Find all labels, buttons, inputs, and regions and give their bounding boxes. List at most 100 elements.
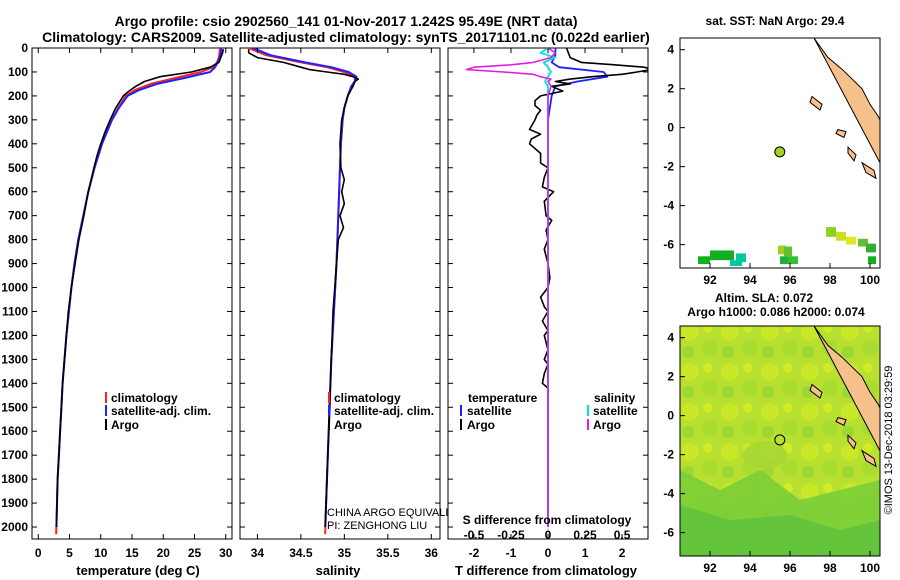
legend-label-satellite: satellite-adj. clim. bbox=[334, 404, 434, 418]
s-tick-label: 0.25 bbox=[573, 528, 597, 542]
island bbox=[860, 449, 877, 468]
island bbox=[860, 161, 877, 180]
argo-position-marker bbox=[774, 146, 786, 158]
map-y-tick-label: 4 bbox=[667, 331, 674, 345]
x-tick-label: 34 bbox=[251, 546, 265, 560]
sst-cell bbox=[778, 245, 786, 255]
map-y-tick-label: 4 bbox=[667, 43, 674, 57]
map-x-tick-label: 100 bbox=[860, 561, 880, 575]
depth-tick-label: 1400 bbox=[1, 376, 28, 390]
map-x-tick-label: 96 bbox=[783, 273, 797, 287]
depth-tick-label: 700 bbox=[8, 209, 28, 223]
s-tick-label: -0.5 bbox=[464, 528, 485, 542]
map-x-tick-label: 96 bbox=[783, 561, 797, 575]
map-x-tick-label: 94 bbox=[743, 273, 757, 287]
temperature-plot-frame bbox=[31, 47, 233, 540]
legend-label-temp-satellite: satellite bbox=[467, 404, 512, 418]
land-mass bbox=[813, 38, 880, 164]
map-x-tick-label: 92 bbox=[703, 273, 717, 287]
sst-cell bbox=[710, 250, 722, 261]
sla-map-title: Altim. SLA: 0.072 bbox=[715, 291, 813, 305]
island bbox=[847, 434, 857, 450]
figure-title-line1: Argo profile: csio 2902560_141 01-Nov-20… bbox=[115, 13, 578, 29]
map-x-tick-label: 92 bbox=[703, 561, 717, 575]
x-tick-label: 36 bbox=[425, 546, 439, 560]
x-tick-label: 35.5 bbox=[376, 546, 400, 560]
x-tick-label: -1 bbox=[506, 546, 517, 560]
sst-cell bbox=[784, 246, 792, 257]
map-y-tick-label: 2 bbox=[667, 370, 674, 384]
map-y-tick-label: -2 bbox=[663, 448, 674, 462]
x-tick-label: 15 bbox=[125, 546, 139, 560]
island bbox=[847, 146, 857, 162]
legend-label-sal-satellite: satellite bbox=[593, 404, 638, 418]
legend-title-temperature: temperature bbox=[468, 391, 538, 405]
depth-tick-label: 500 bbox=[8, 161, 28, 175]
sst-cell bbox=[868, 256, 876, 265]
difference-panel: -2 -1 0 1 2 -0.5 -0.25 0 0.25 0.5 S difference f… bbox=[447, 47, 649, 578]
legend-label-climatology: climatology bbox=[334, 391, 401, 405]
depth-tick-label: 200 bbox=[8, 89, 28, 103]
float-note-line1: CHINA ARGO EQUIVALENT bbox=[327, 507, 468, 519]
sst-cell bbox=[788, 256, 798, 265]
series-line-salinity-argo bbox=[465, 48, 557, 527]
depth-tick-label: 1300 bbox=[1, 352, 28, 366]
map-y-tick-label: -2 bbox=[663, 160, 674, 174]
legend-label-temp-argo: Argo bbox=[467, 418, 495, 432]
depth-tick-label: 1600 bbox=[1, 424, 28, 438]
depth-tick-label: 900 bbox=[8, 257, 28, 271]
salinity-plot-frame bbox=[239, 47, 441, 540]
map-x-tick-label: 100 bbox=[860, 273, 880, 287]
depth-tick-label: 400 bbox=[8, 137, 28, 151]
x-tick-label: 30 bbox=[219, 546, 233, 560]
s-tick-label: 0.5 bbox=[614, 528, 631, 542]
legend-title-salinity: salinity bbox=[594, 391, 636, 405]
x-tick-label: -2 bbox=[469, 546, 480, 560]
sst-map-border bbox=[679, 37, 881, 269]
series-line-argo bbox=[247, 49, 360, 528]
x-tick-label: 0 bbox=[545, 546, 552, 560]
sst-cell bbox=[730, 260, 742, 267]
sst-cell bbox=[826, 227, 836, 237]
float-note-line2: PI: ZENGHONG LIU bbox=[327, 520, 427, 532]
sst-cell bbox=[698, 256, 710, 265]
x-tick-label: 0 bbox=[35, 546, 42, 560]
map-x-tick-label: 98 bbox=[823, 273, 837, 287]
difference-legend: temperature satellite Argo salinity sate… bbox=[460, 391, 638, 432]
x-tick-label: 25 bbox=[188, 546, 202, 560]
depth-tick-label: 1800 bbox=[1, 472, 28, 486]
depth-tick-label: 1900 bbox=[1, 496, 28, 510]
map-y-tick-label: 0 bbox=[667, 121, 674, 135]
sst-cell bbox=[722, 250, 734, 261]
sst-cell bbox=[780, 256, 788, 265]
legend-label-sal-argo: Argo bbox=[593, 418, 621, 432]
depth-tick-label: 1700 bbox=[1, 448, 28, 462]
island bbox=[809, 383, 823, 399]
x-tick-label: 5 bbox=[66, 546, 73, 560]
x-tick-label: 35 bbox=[338, 546, 352, 560]
sst-cell bbox=[846, 236, 856, 245]
sst-cell bbox=[866, 243, 876, 253]
legend-label-argo: Argo bbox=[334, 418, 362, 432]
map-x-tick-label: 98 bbox=[823, 561, 837, 575]
depth-tick-label: 0 bbox=[21, 41, 28, 55]
island bbox=[809, 95, 823, 111]
map-y-tick-label: -6 bbox=[663, 526, 674, 540]
depth-tick-label: 300 bbox=[8, 113, 28, 127]
island bbox=[835, 417, 847, 427]
x-tick-label: 20 bbox=[157, 546, 171, 560]
depth-tick-label: 2000 bbox=[1, 520, 28, 534]
series-line-temperature-argo bbox=[528, 48, 648, 527]
s-tick-label: -0.25 bbox=[497, 528, 525, 542]
salinity-legend: climatology satellite-adj. clim. Argo bbox=[328, 391, 434, 432]
depth-tick-label: 1000 bbox=[1, 281, 28, 295]
sst-cell bbox=[836, 231, 846, 241]
depth-tick-label: 600 bbox=[8, 185, 28, 199]
x-tick-label: 34.5 bbox=[289, 546, 313, 560]
series-line-argo bbox=[55, 49, 225, 528]
temperature-legend: climatology satellite-adj. clim. Argo bbox=[105, 391, 211, 432]
figure-title-line2: Climatology: CARS2009. Satellite-adjuste… bbox=[42, 29, 650, 45]
map-y-tick-label: -4 bbox=[663, 199, 674, 213]
t-difference-xlabel: T difference from climatology bbox=[455, 563, 638, 578]
argo-position-marker bbox=[774, 434, 786, 446]
